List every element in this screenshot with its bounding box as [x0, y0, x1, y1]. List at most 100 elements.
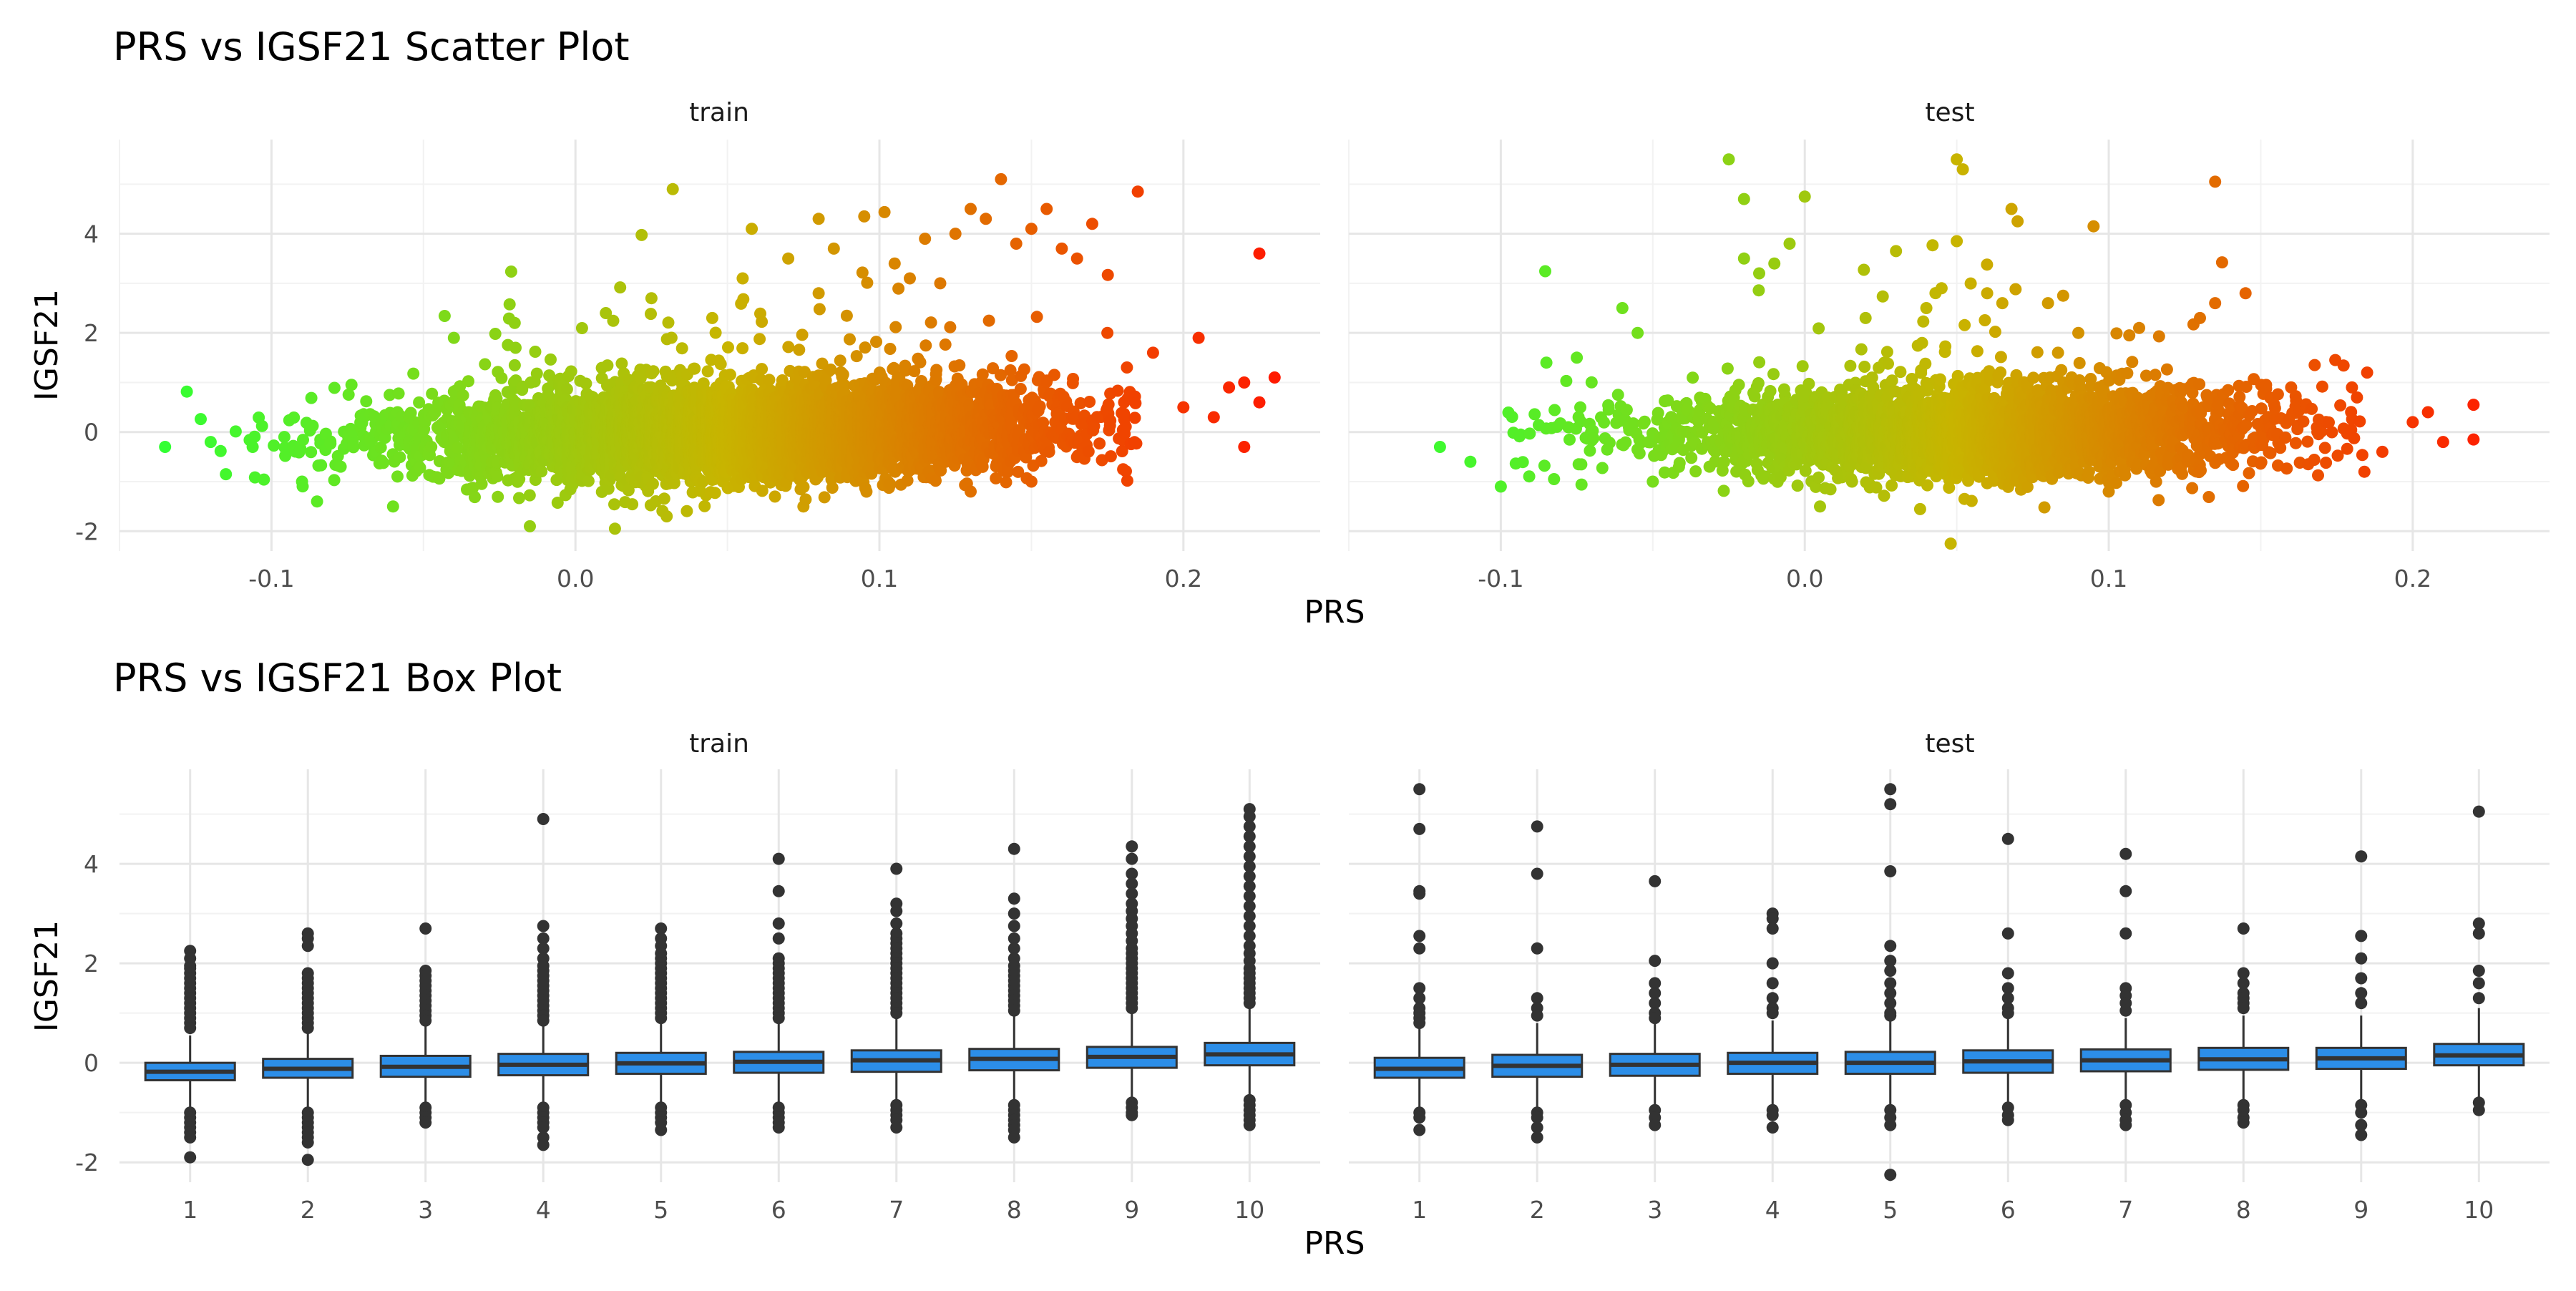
scatter-point [509, 342, 522, 354]
scatter-point [706, 312, 718, 324]
scatter-point [814, 303, 826, 316]
scatter-point [746, 223, 758, 235]
scatter-point [347, 441, 359, 453]
scatter-point [509, 359, 521, 371]
scatter-point [645, 292, 658, 304]
scatter-strip-train: train [689, 98, 749, 127]
scatter-point [195, 413, 207, 425]
scatter-point [479, 359, 491, 371]
scatter-point [645, 308, 657, 320]
scatter-point [658, 492, 670, 505]
x-tick-label: 0.2 [1165, 565, 1202, 593]
scatter-point [709, 487, 721, 499]
scatter-point [660, 510, 673, 522]
x-tick-label: -0.1 [248, 565, 294, 593]
scatter-point [756, 363, 768, 375]
scatter-point [513, 492, 525, 505]
scatter-point [667, 183, 679, 195]
scatter-point [648, 365, 660, 377]
scatter-title: PRS vs IGSF21 Scatter Plot [113, 24, 630, 69]
x-tick-label: 0.1 [861, 565, 898, 593]
scatter-point [582, 475, 595, 487]
scatter-point [509, 317, 521, 329]
scatter-point [205, 436, 217, 448]
scatter-point [561, 383, 573, 395]
scatter-point [394, 451, 406, 463]
scatter-point [819, 491, 831, 503]
scatter-point [328, 474, 341, 486]
scatter-point [825, 364, 837, 376]
scatter-point [492, 491, 504, 503]
y-tick-label: 4 [84, 220, 99, 248]
scatter-point [491, 470, 503, 482]
y-tick-label: 0 [84, 419, 99, 447]
scatter-point [489, 328, 502, 340]
scatter-point [813, 287, 825, 299]
scatter-point [230, 425, 242, 437]
scatter-point [545, 354, 557, 366]
scatter-point [524, 520, 536, 532]
scatter-point [531, 368, 543, 380]
scatter-point [360, 395, 372, 407]
scatter-point [608, 315, 620, 327]
scatter-point [647, 478, 659, 490]
scatter-strip-test: test [1925, 98, 1974, 127]
scatter-point [793, 344, 805, 356]
scatter-point [608, 498, 620, 510]
scatter-point [753, 333, 766, 345]
scatter-point [258, 474, 270, 486]
scatter-point [530, 346, 542, 358]
scatter-point [841, 310, 853, 322]
scatter-point [297, 480, 309, 492]
scatter-point [736, 273, 748, 285]
scatter-point [799, 493, 811, 505]
scatter-point [307, 420, 319, 432]
scatter-point [315, 459, 327, 472]
scatter-point [439, 310, 451, 322]
scatter-point [698, 500, 711, 512]
scatter-point [565, 366, 577, 378]
scatter-point [702, 365, 714, 377]
scatter-point [635, 229, 648, 241]
scatter-point [688, 363, 701, 375]
scatter-point [268, 439, 280, 452]
scatter-point [837, 369, 849, 381]
scatter-point [756, 316, 768, 328]
scatter-point [476, 478, 488, 490]
scatter-point [813, 213, 825, 225]
scatter-point [324, 438, 336, 450]
scatter-point [665, 332, 678, 344]
scatter-point [859, 341, 872, 354]
scatter-point [288, 411, 300, 424]
scatter-point [724, 369, 736, 381]
scatter-point [346, 379, 358, 391]
scatter-point [844, 333, 856, 346]
y-tick-label: -2 [75, 517, 99, 545]
y-tick-label: 2 [84, 319, 99, 347]
scatter-point [861, 277, 873, 289]
scatter-point [798, 481, 810, 493]
scatter-point [576, 322, 588, 334]
scatter-point [710, 327, 722, 339]
scatter-point [335, 461, 347, 473]
scatter-point [858, 210, 870, 223]
scatter-point [782, 341, 794, 353]
scatter-point [828, 243, 840, 255]
scatter-point [457, 389, 469, 401]
scatter-point [796, 328, 809, 341]
scatter-point [722, 341, 734, 354]
scatter-point [834, 354, 847, 366]
scatter-point [448, 332, 460, 344]
scatter-point [505, 265, 517, 278]
scatter-point [601, 359, 613, 371]
scatter-point [256, 420, 268, 432]
scatter-point [311, 495, 323, 507]
scatter-point [763, 374, 776, 386]
scatter-point [328, 382, 341, 394]
scatter-point [495, 372, 507, 384]
scatter-point [462, 375, 474, 387]
scatter-point [736, 342, 748, 354]
scatter-point [769, 490, 781, 502]
